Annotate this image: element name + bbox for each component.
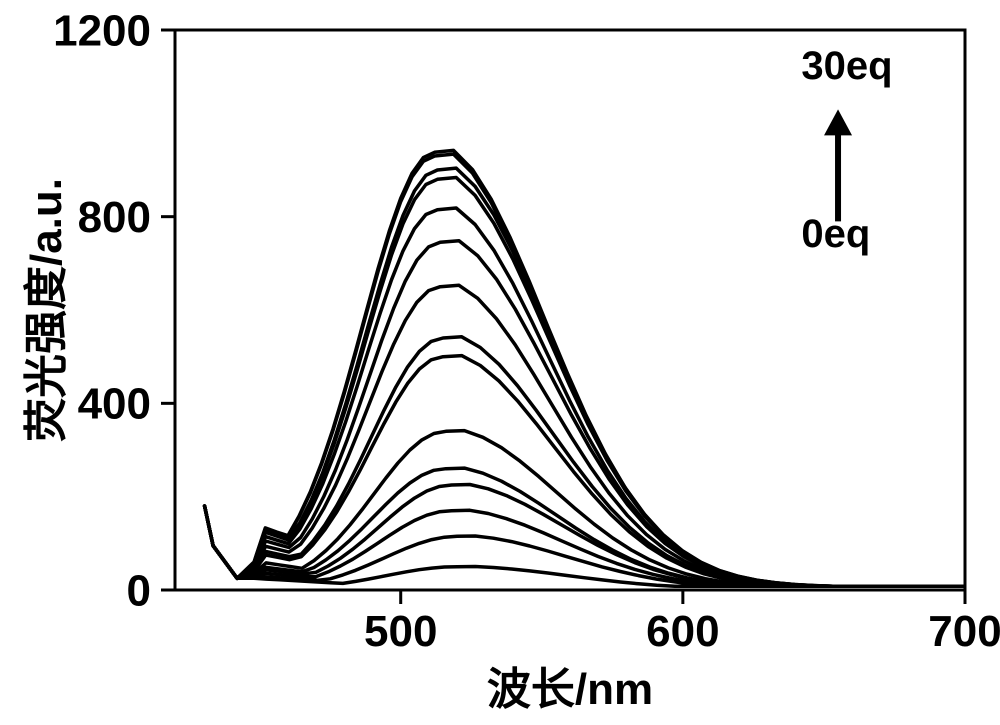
chart-svg: 500 600 700 0 400 800 1200 波长/nm 荧光强度/a.u. 30eq 0e… xyxy=(0,0,1000,725)
annotation-bottom: 0eq xyxy=(801,212,870,256)
chart-bg xyxy=(0,0,1000,725)
annotation-top: 30eq xyxy=(801,44,892,88)
x-tick-label: 600 xyxy=(646,607,719,656)
y-tick-label: 400 xyxy=(78,380,151,429)
x-tick-label: 700 xyxy=(928,607,1000,656)
y-tick-label: 1200 xyxy=(53,6,151,55)
x-axis-label: 波长/nm xyxy=(487,665,653,714)
y-tick-label: 800 xyxy=(78,193,151,242)
fluorescence-chart: 500 600 700 0 400 800 1200 波长/nm 荧光强度/a.u. 30eq 0e… xyxy=(0,0,1000,725)
y-axis-label: 荧光强度/a.u. xyxy=(22,178,71,442)
x-tick-label: 500 xyxy=(364,607,437,656)
y-tick-label: 0 xyxy=(127,566,151,615)
